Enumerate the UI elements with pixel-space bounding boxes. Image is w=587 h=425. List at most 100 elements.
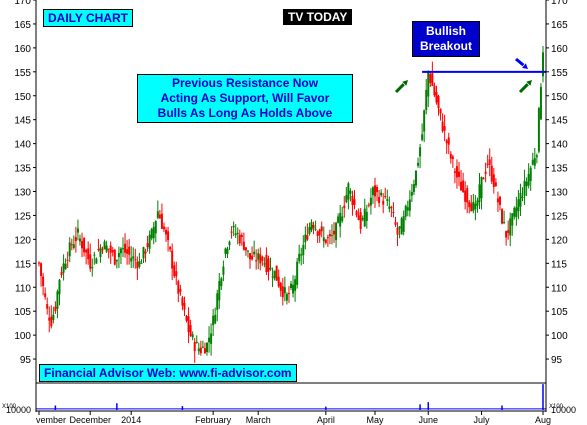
y-tick-label-left: 120: [14, 235, 31, 246]
candle-body: [414, 170, 417, 186]
candle-body: [251, 255, 254, 260]
candle-body: [115, 259, 118, 262]
candle-body: [478, 184, 481, 203]
candle-body: [263, 263, 266, 265]
candle-body: [99, 247, 102, 257]
candle-body: [462, 180, 465, 193]
candle-body: [371, 187, 374, 196]
candle-body: [68, 242, 71, 257]
candle-body: [529, 167, 532, 181]
blue-arrow: [515, 57, 528, 69]
candle-body: [351, 195, 354, 205]
candle-body: [408, 199, 411, 211]
y-tick-label-right: 125: [551, 211, 568, 222]
candle-body: [302, 244, 305, 256]
candle-body: [259, 254, 262, 264]
candle-body: [361, 217, 364, 220]
candle-body: [236, 232, 239, 234]
support-note-line-1: Previous Resistance Now: [171, 76, 319, 90]
y-tick-label-left: 95: [20, 355, 32, 366]
candle-body: [267, 258, 270, 272]
candle-body: [197, 348, 200, 352]
candle-body: [89, 254, 92, 269]
candle-body: [42, 276, 45, 286]
candle-body: [396, 227, 399, 235]
candle-body: [40, 263, 43, 277]
candle-body: [423, 110, 426, 132]
volume-unit-right: X100: [549, 404, 564, 410]
candle-body: [474, 203, 477, 210]
candle-body: [496, 198, 499, 203]
y-tick-label-left: 170: [14, 0, 31, 7]
candle-body: [453, 171, 456, 173]
y-tick-label-right: 115: [551, 259, 567, 270]
candle-body: [158, 214, 161, 219]
candle-body: [66, 259, 69, 261]
candle-body: [113, 249, 116, 265]
candle-body: [201, 346, 204, 348]
candle-body: [187, 316, 190, 333]
candle-body: [304, 234, 307, 243]
y-tick-label-right: 110: [551, 283, 567, 294]
green-arrow-left-shaft: [394, 83, 405, 94]
candle-body: [181, 297, 184, 306]
candle-body: [322, 237, 325, 242]
candle-body: [185, 316, 188, 321]
candle-body: [531, 159, 534, 165]
x-tick-label: 2014: [121, 415, 141, 425]
candle-body: [447, 137, 450, 145]
candle-body: [117, 253, 120, 258]
candle-body: [367, 204, 370, 206]
candle-body: [95, 258, 98, 264]
candle-body: [105, 245, 108, 252]
candle-body: [445, 140, 448, 144]
candle-body: [306, 235, 309, 240]
candle-body: [412, 184, 415, 192]
candle-body: [285, 293, 288, 301]
y-tick-label-right: 105: [551, 307, 568, 318]
candle-body: [265, 254, 268, 273]
candle-body: [212, 315, 215, 326]
candle-body: [279, 282, 282, 291]
candle-body: [214, 314, 217, 324]
candle-body: [48, 317, 51, 321]
candle-body: [103, 241, 106, 250]
candle-body: [191, 334, 194, 338]
candle-body: [142, 247, 145, 259]
candle-body: [480, 176, 483, 199]
y-tick-label-left: 155: [14, 68, 31, 79]
arrows-layer: [394, 57, 532, 94]
candle-body: [72, 244, 75, 248]
y-tick-label-right: 130: [551, 188, 568, 199]
y-tick-label-right: 100: [551, 331, 568, 342]
candle-body: [519, 192, 522, 207]
x-tick-label: April: [317, 415, 335, 425]
axes-layer: 95 95 100 100 105 105 110 110 115 115 120 120 125 125…: [2, 0, 576, 425]
y-tick-label-left: 165: [14, 20, 31, 31]
candle-body: [93, 254, 96, 256]
candle-body: [154, 221, 157, 234]
support-note-line-2: Acting As Support, Will Favor: [160, 91, 330, 105]
candle-body: [58, 279, 61, 295]
candle-body: [148, 234, 151, 249]
candle-body: [374, 185, 376, 197]
candle-body: [349, 190, 352, 194]
candle-body: [310, 222, 313, 231]
candle-body: [292, 284, 295, 294]
candle-body: [107, 248, 110, 250]
candle-body: [333, 230, 336, 235]
candle-body: [160, 213, 163, 229]
candle-body: [101, 249, 104, 251]
candle-body: [169, 247, 172, 250]
candle-body: [476, 200, 479, 206]
x-tick-label: June: [419, 415, 439, 425]
breakout-line-1: Bullish: [425, 24, 466, 38]
candle-body: [380, 192, 383, 196]
candle-body: [218, 281, 221, 301]
candle-body: [269, 267, 272, 270]
candle-body: [492, 174, 495, 187]
support-note: Previous Resistance Now Acting As Suppor…: [137, 74, 353, 123]
y-tick-label-right: 145: [551, 116, 568, 127]
candle-body: [277, 276, 280, 287]
